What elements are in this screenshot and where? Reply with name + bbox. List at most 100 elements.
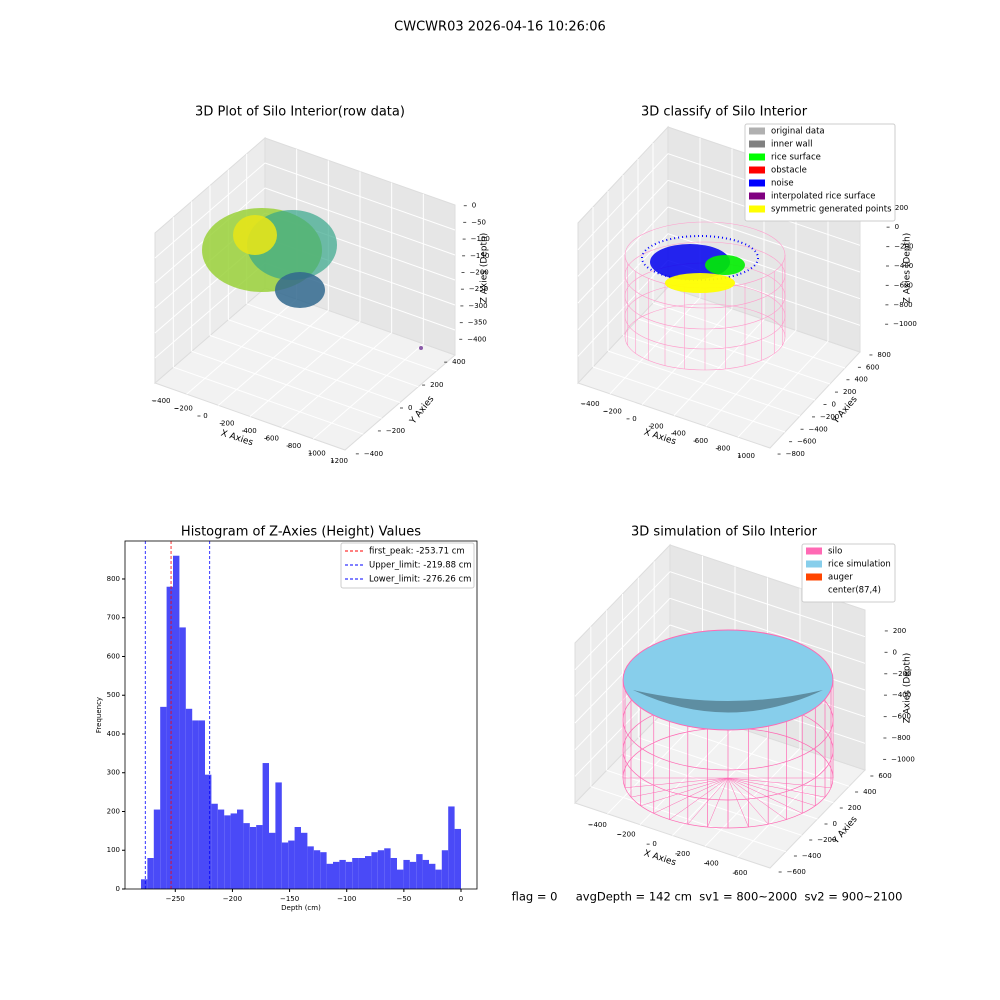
y-tick-label: 400: [107, 730, 120, 738]
bar: [243, 823, 250, 889]
bar: [301, 832, 308, 889]
pane-grid: [669, 571, 866, 638]
bar: [211, 803, 218, 889]
x-tick-label: 0: [652, 840, 656, 848]
figure-title: CWCWR03 2026-04-16 10:26:06: [394, 20, 606, 35]
z-tick-label: 0: [472, 202, 476, 210]
bar: [454, 828, 461, 889]
bar: [237, 809, 244, 889]
bar: [217, 809, 225, 889]
silo-wire: [727, 777, 803, 814]
bar: [441, 850, 449, 889]
y-tick-label: 0: [408, 404, 412, 412]
z-tick-label: −600: [892, 713, 911, 721]
legend-swatch: [749, 140, 765, 148]
legend-label: original data: [771, 127, 825, 137]
y-tick-label: 0: [116, 885, 120, 893]
x-tick-label: −100: [337, 895, 356, 903]
legend-label: inner wall: [771, 140, 812, 150]
bar: [224, 815, 231, 889]
legend-swatch: [749, 153, 765, 161]
bar: [288, 840, 295, 889]
y-tick-label: −400: [802, 852, 821, 860]
y-tick-label: −600: [797, 438, 816, 446]
z-tick-label: 0: [895, 223, 899, 231]
bar: [403, 859, 410, 889]
legend-swatch: [749, 166, 765, 174]
bar: [352, 857, 359, 889]
z-tick-label: −250: [469, 285, 488, 293]
y-tick-label: −200: [820, 413, 839, 421]
bar: [147, 857, 154, 889]
y-tick-label: 300: [107, 769, 120, 777]
x-tick-label: −200: [616, 830, 635, 838]
axis-label: Z Axies (Depth): [903, 653, 913, 724]
bar: [397, 869, 404, 889]
bar: [320, 852, 327, 889]
pane-grid: [574, 571, 671, 671]
bar: [281, 842, 289, 889]
x-tick-label: 800: [717, 445, 730, 453]
legend-box: [744, 123, 896, 222]
bar: [384, 848, 391, 889]
z-tick-label: 200: [893, 627, 906, 635]
legend-label: first_peak: -253.71 cm: [369, 547, 465, 557]
bar: [345, 861, 353, 889]
x-tick-label: 600: [695, 437, 708, 445]
y-tick-label: −400: [809, 425, 828, 433]
legend-swatch: [806, 573, 822, 581]
bar: [294, 826, 301, 889]
x-tick-label: −400: [588, 821, 607, 829]
axis-label: X Axies: [642, 849, 677, 869]
y-tick-label: −600: [787, 868, 806, 876]
y-tick-label: 0: [833, 820, 837, 828]
legend-label: silo: [828, 547, 842, 557]
legend-label: interpolated rice surface: [771, 192, 876, 202]
silo-wire: [624, 777, 729, 789]
x-tick-label: 400: [705, 860, 718, 868]
z-tick-label: −800: [893, 301, 912, 309]
z-tick-label: −400: [894, 262, 913, 270]
silo-wire: [727, 777, 769, 825]
y-tick-label: −400: [364, 450, 383, 458]
bar: [429, 863, 436, 889]
silo-wire: [640, 777, 729, 807]
y-tick-label: 700: [107, 614, 120, 622]
x-tick-label: −400: [151, 397, 170, 405]
z-tick-label: 0: [893, 648, 897, 656]
sym-cloud: [665, 273, 735, 293]
z-tick-label: −200: [894, 243, 913, 251]
z-tick-label: −1000: [891, 755, 915, 763]
bar: [422, 859, 429, 889]
silo-wire: [624, 303, 786, 371]
chart-title: Histogram of Z-Axies (Height) Values: [181, 525, 421, 540]
bar: [371, 852, 378, 889]
cloud: [233, 215, 277, 255]
z-tick-label: −200: [892, 670, 911, 678]
legend-swatch: [749, 205, 765, 213]
bar: [230, 813, 237, 889]
y-tick-label: 200: [107, 807, 120, 815]
chart-title: 3D classify of Silo Interior: [641, 105, 808, 120]
bar: [192, 720, 199, 889]
y-tick-label: 600: [878, 772, 891, 780]
legend-label: Upper_limit: -219.88 cm: [369, 561, 472, 571]
x-tick-label: −150: [280, 895, 299, 903]
x-tick-label: 800: [288, 442, 301, 450]
z-tick-label: −400: [892, 691, 911, 699]
legend-box: [340, 542, 475, 589]
z-tick-label: −350: [468, 319, 487, 327]
y-tick-label: −200: [386, 427, 405, 435]
y-tick-label: 800: [877, 351, 890, 359]
legend-swatch: [806, 586, 822, 594]
bar: [313, 850, 321, 889]
silo-wire: [707, 777, 729, 828]
axis-label: Z Axies (Depth): [480, 233, 490, 304]
legend-swatch: [749, 179, 765, 187]
noise-cloud: [641, 235, 759, 281]
silo-wire: [669, 777, 729, 820]
bar: [326, 863, 333, 889]
x-tick-label: −200: [603, 407, 622, 415]
x-tick-label: 600: [734, 869, 747, 877]
